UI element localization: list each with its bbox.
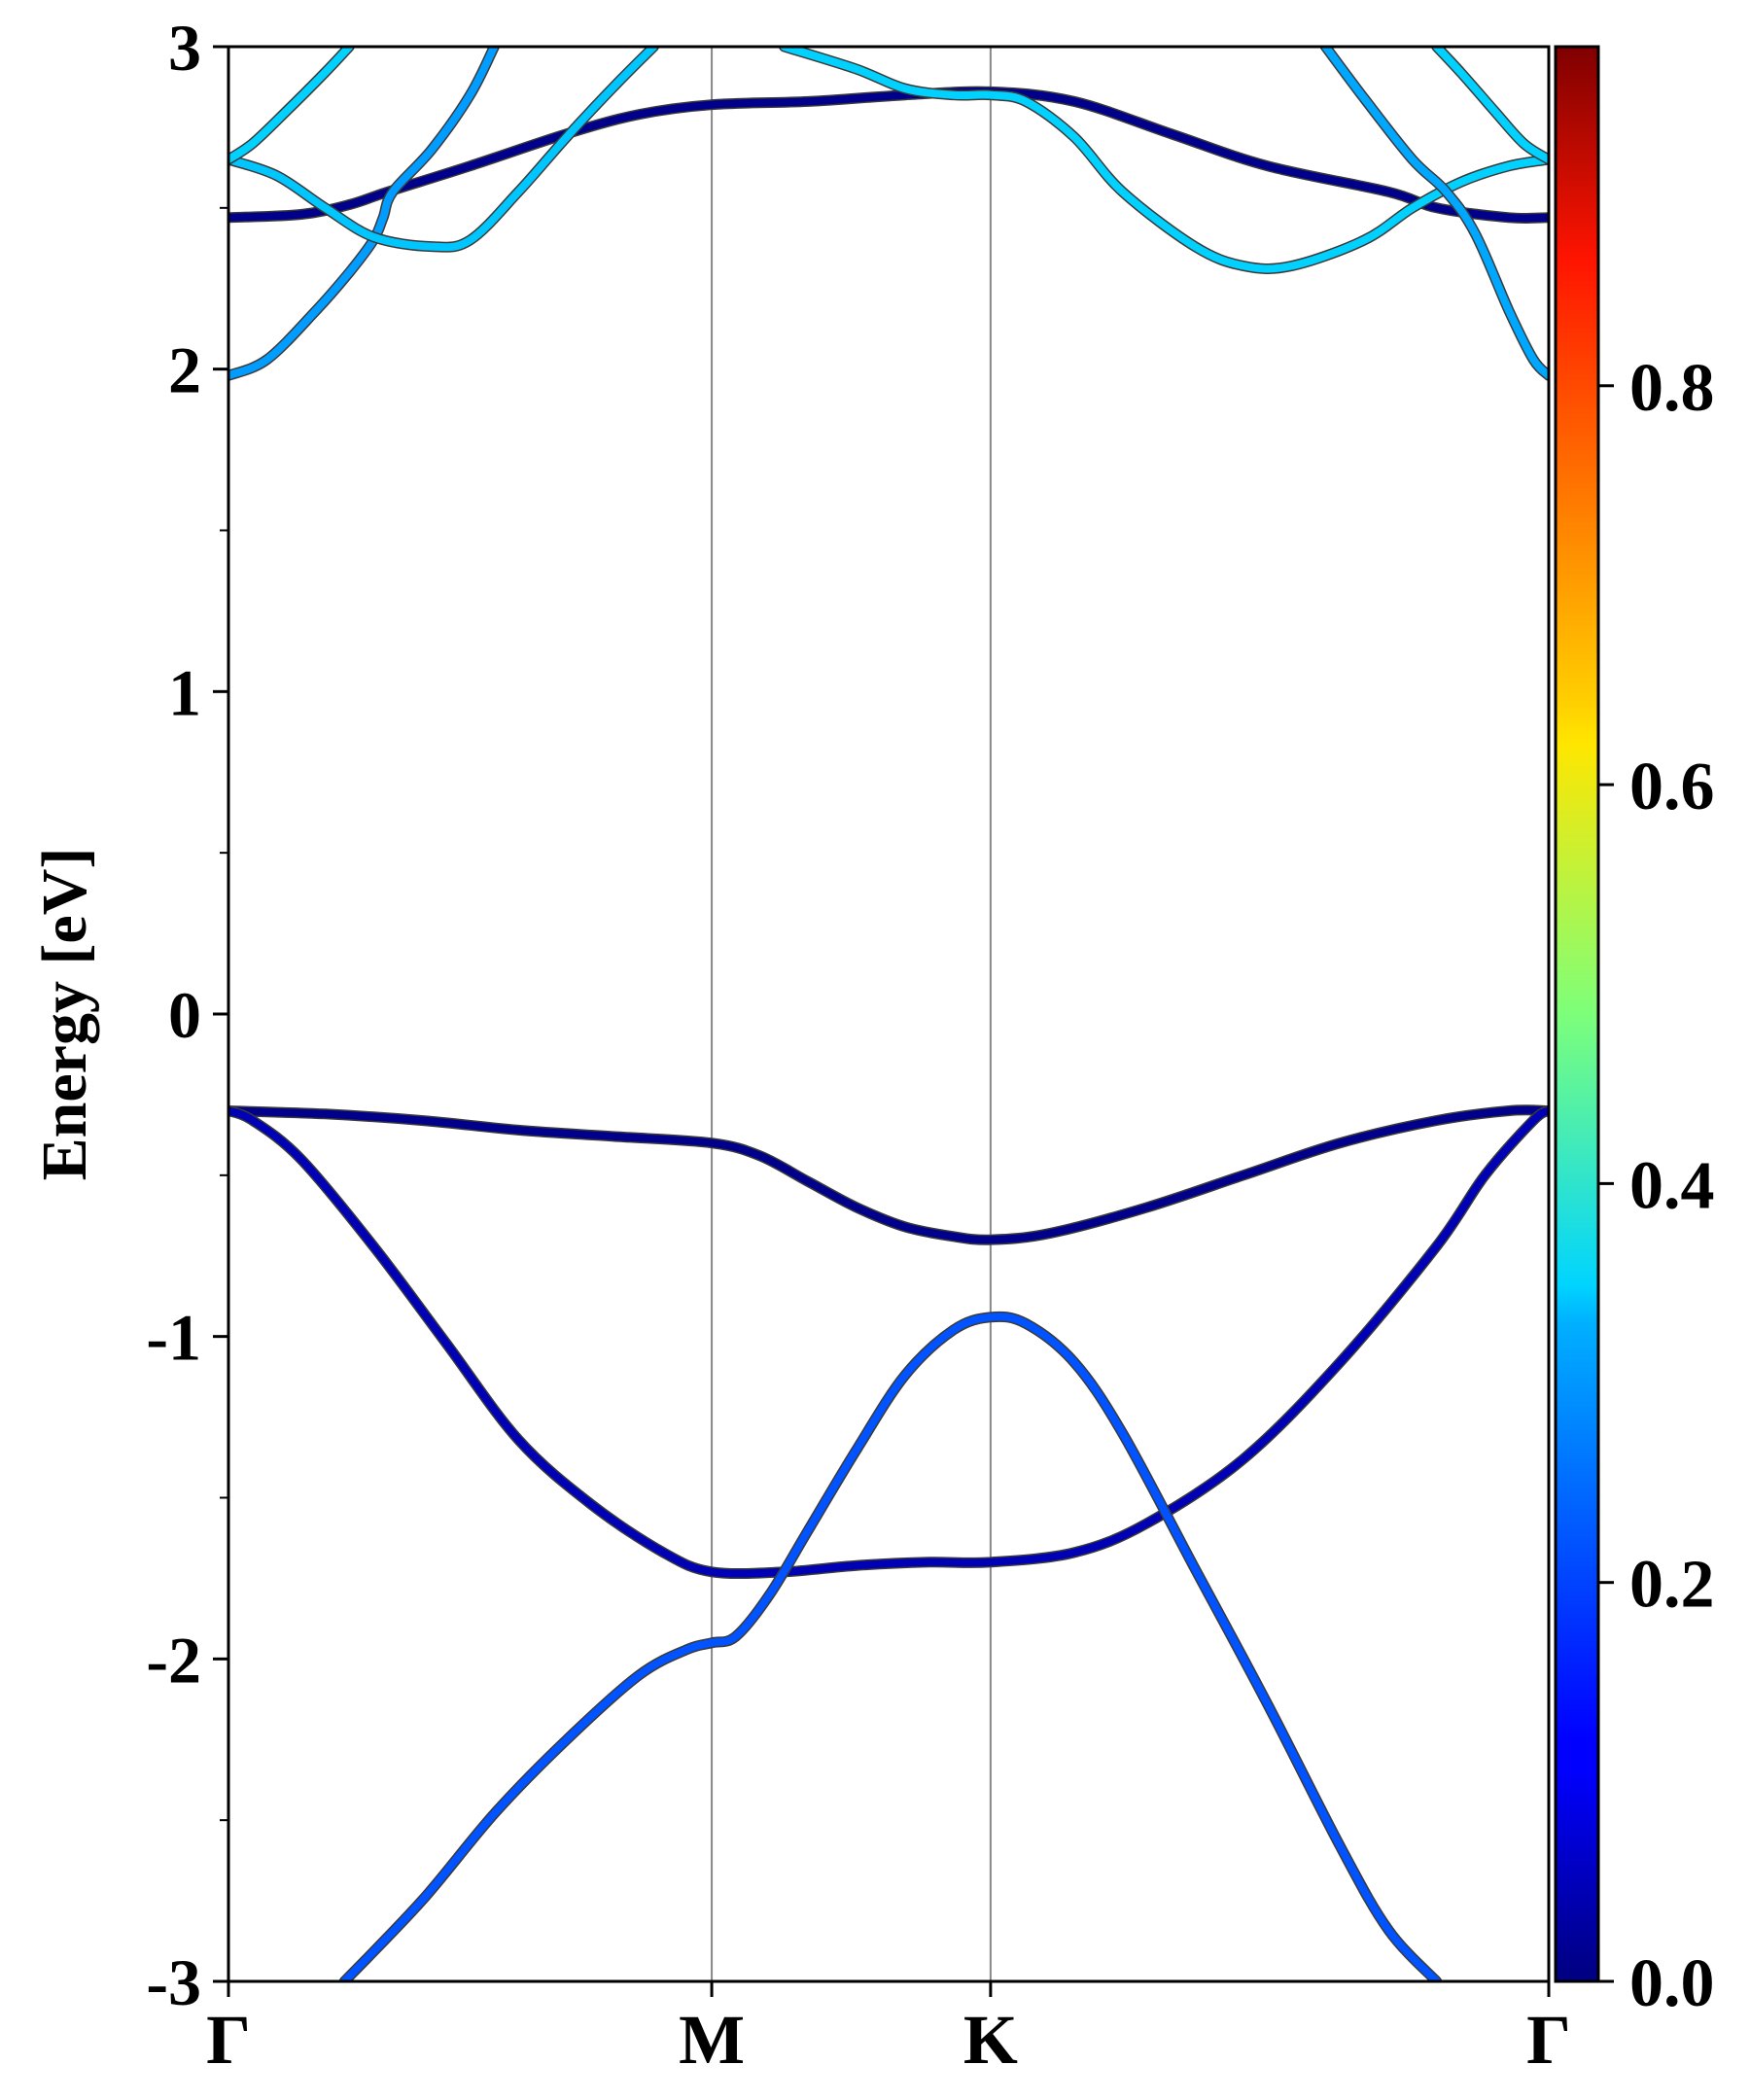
- band-1: [228, 1106, 1549, 1578]
- y-axis-label: Energy [eV]: [29, 848, 100, 1181]
- colorbar-tick-label-1: 0.2: [1629, 1548, 1715, 1623]
- band-2: [340, 1312, 1441, 1981]
- band-8: [1321, 47, 1549, 380]
- x-tick-label-3: Γ: [1526, 2001, 1571, 2079]
- x-tick-label-0: Γ: [206, 2001, 251, 2079]
- band-outline-7: [779, 47, 1549, 274]
- y-tick-label-5: -2: [146, 1623, 201, 1697]
- colorbar-ticks: 0.0 0.2 0.4 0.6 0.8: [1598, 351, 1715, 2021]
- colorbar-tick-label-3: 0.6: [1629, 750, 1715, 824]
- y-tick-label-1: 2: [168, 333, 201, 407]
- band-4: [228, 47, 499, 380]
- band-outline-1: [228, 1105, 1549, 1580]
- plot-frame: [227, 45, 1551, 1983]
- y-tick-label-0: 3: [168, 11, 201, 85]
- band-outline-2: [338, 1311, 1443, 1981]
- colorbar-tick-label-4: 0.8: [1629, 351, 1715, 426]
- bands-group: [228, 47, 1549, 1981]
- x-tick-label-1: M: [679, 2001, 745, 2079]
- kpoint-gridlines: [711, 47, 992, 1981]
- y-tick-label-6: -3: [146, 1945, 201, 2019]
- band-5: [228, 47, 658, 252]
- x-tick-label-2: K: [963, 2001, 1018, 2079]
- y-tick-label-3: 0: [168, 978, 201, 1052]
- y-axis: 3 2 1 0 -1 -2 -3: [146, 11, 228, 2019]
- colorbar-tick-label-0: 0.0: [1629, 1946, 1715, 2021]
- y-tick-label-4: -1: [146, 1301, 201, 1375]
- band-6: [228, 47, 354, 164]
- band-9: [1432, 47, 1549, 164]
- band-0: [228, 1105, 1549, 1244]
- y-tick-label-2: 1: [168, 655, 201, 729]
- colorbar: [1554, 45, 1600, 1983]
- band-7: [780, 47, 1549, 273]
- colorbar-tick-label-2: 0.4: [1629, 1148, 1715, 1223]
